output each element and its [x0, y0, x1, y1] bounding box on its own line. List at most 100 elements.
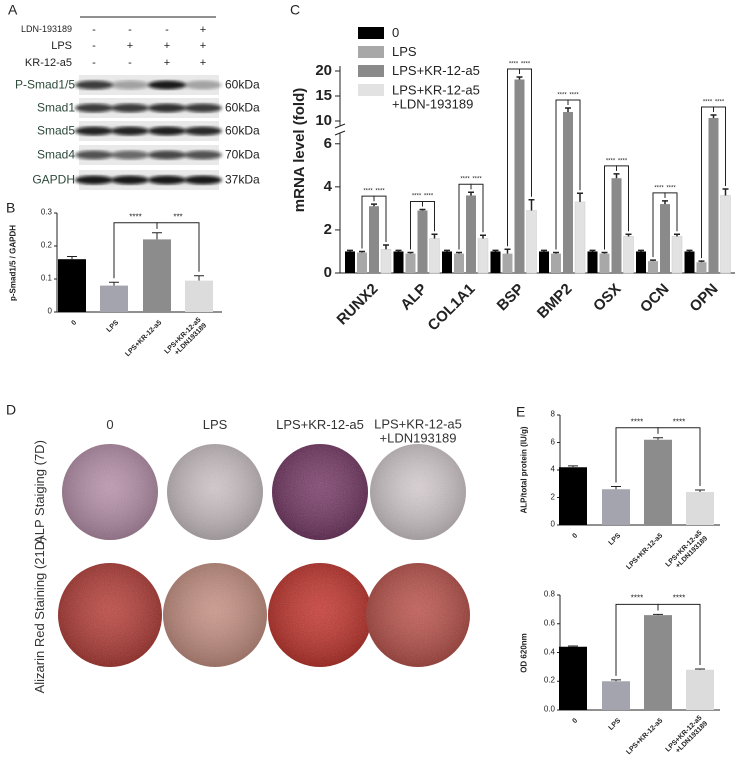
error-bar — [528, 199, 535, 211]
band-size-label: 60kDa — [225, 77, 260, 92]
column-header: 0 — [106, 416, 114, 432]
y-tick-label: 4 — [323, 177, 332, 195]
significance-label: **** — [375, 188, 385, 195]
bar — [417, 210, 428, 273]
blot-band — [75, 126, 113, 136]
panel-letter: C — [290, 1, 301, 18]
blot-band — [75, 80, 113, 90]
bar — [185, 280, 213, 312]
bar — [454, 253, 464, 273]
panel-letter: D — [6, 401, 17, 418]
treatment-sign: - — [128, 23, 132, 36]
well-shade — [272, 444, 368, 540]
significance-label: **** — [630, 594, 644, 604]
bar — [466, 195, 476, 273]
bar — [551, 253, 561, 273]
y-tick-label: 0.2 — [543, 675, 555, 685]
error-bar — [456, 251, 462, 254]
blot-band — [111, 150, 149, 160]
y-tick-label: 15 — [315, 86, 332, 104]
bar — [636, 251, 646, 273]
legend-label: 0 — [392, 24, 400, 40]
bar — [539, 251, 549, 273]
bar — [442, 251, 452, 273]
bar — [369, 206, 379, 273]
blot-band — [148, 126, 186, 136]
treatment-sign: - — [92, 39, 96, 52]
panel-letter: A — [8, 1, 18, 18]
legend-label: LPS+KR-12-a5 +LDN-193189 — [392, 82, 480, 112]
error-bar — [431, 233, 438, 239]
bar — [574, 201, 586, 274]
blot-band — [75, 103, 113, 113]
bar — [559, 646, 587, 710]
treatment-sign: + — [163, 56, 171, 69]
bar — [526, 210, 537, 274]
error-bar — [347, 249, 353, 252]
significance-label: **** — [472, 176, 482, 183]
y-tick-label: 2 — [323, 220, 332, 238]
significance-label: **** — [411, 194, 422, 201]
significance-label: **** — [460, 176, 470, 183]
y-tick-label: 0.8 — [543, 589, 555, 599]
error-bar — [109, 281, 119, 286]
error-bar — [504, 248, 511, 254]
bar — [644, 439, 672, 525]
significance-bracket — [422, 200, 435, 232]
bar — [587, 251, 598, 273]
bar — [143, 239, 171, 312]
significance-label: **** — [605, 158, 616, 165]
band-size-label: 60kDa — [225, 123, 260, 138]
treatment-sign: + — [126, 39, 134, 52]
error-bar — [653, 613, 663, 616]
error-bar — [625, 233, 632, 237]
well-shade — [58, 563, 162, 667]
blot-band — [148, 175, 186, 185]
legend-swatch — [358, 65, 384, 77]
panel-letter: E — [516, 403, 526, 420]
blot-band — [148, 150, 186, 160]
bar — [380, 249, 392, 274]
panel-letter: B — [6, 199, 16, 216]
y-tick-label: 0.6 — [543, 618, 555, 628]
band-size-label: 70kDa — [225, 147, 260, 162]
treatment-sign: - — [128, 56, 132, 69]
y-tick-label: 0.0 — [543, 704, 555, 714]
error-bar — [577, 192, 583, 202]
protein-label: Smad1 — [36, 100, 75, 115]
y-axis-label: mRNA level (fold) — [290, 87, 308, 213]
protein-label: Smad5 — [36, 123, 75, 138]
bar — [686, 669, 714, 710]
well-shade — [163, 563, 267, 667]
error-bar — [722, 188, 729, 196]
significance-bracket — [657, 603, 701, 666]
significance-label: **** — [702, 99, 713, 106]
error-bar — [686, 249, 693, 252]
error-bar — [653, 437, 663, 440]
bar — [602, 681, 630, 710]
y-tick-label: 0.4 — [543, 647, 555, 657]
bar — [559, 467, 587, 525]
error-bar — [611, 486, 621, 490]
treatment-sign: + — [163, 39, 171, 52]
significance-label: **** — [714, 99, 725, 106]
error-bar — [383, 244, 389, 250]
y-tick-label: 0 — [550, 519, 555, 529]
y-axis-label: ALP/total protein (IU/g) — [519, 426, 529, 514]
legend-label: LPS+KR-12-a5 — [392, 62, 480, 78]
error-bar — [662, 200, 668, 205]
error-bar — [407, 251, 414, 254]
error-bar — [589, 249, 596, 252]
well-shade — [366, 563, 470, 667]
error-bar — [419, 208, 426, 211]
significance-label: **** — [557, 92, 567, 99]
significance-label: **** — [630, 417, 644, 427]
protein-label: Smad4 — [36, 147, 75, 162]
y-tick-label: 0.1 — [40, 273, 52, 283]
significance-label: **** — [617, 158, 628, 165]
significance-label: **** — [508, 61, 519, 68]
error-bar — [565, 107, 571, 112]
bar — [696, 262, 707, 273]
error-bar — [468, 191, 474, 196]
